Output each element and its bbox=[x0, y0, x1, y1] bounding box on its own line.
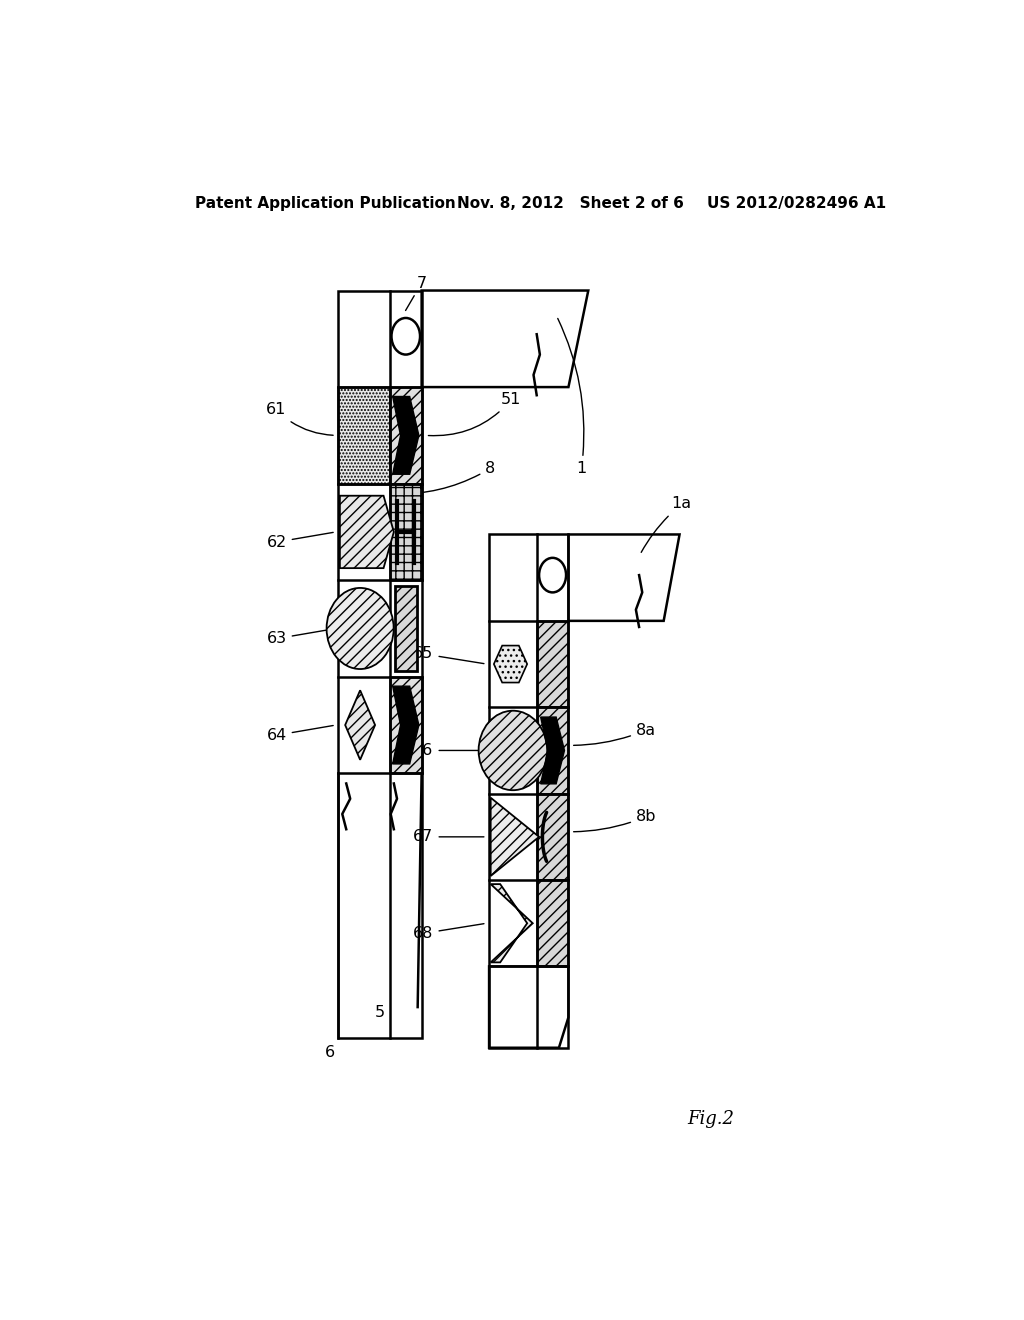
Ellipse shape bbox=[478, 710, 547, 791]
Text: 68: 68 bbox=[413, 924, 484, 941]
Bar bbox=[537, 880, 568, 966]
Text: Patent Application Publication: Patent Application Publication bbox=[196, 195, 457, 211]
Polygon shape bbox=[490, 884, 532, 962]
Text: 62: 62 bbox=[266, 532, 333, 549]
Bar bbox=[338, 387, 390, 483]
Text: 63: 63 bbox=[266, 628, 333, 647]
Text: 1: 1 bbox=[558, 318, 587, 477]
Text: 8b: 8b bbox=[573, 809, 656, 832]
Polygon shape bbox=[392, 396, 419, 474]
Text: 5: 5 bbox=[375, 1005, 385, 1019]
Polygon shape bbox=[541, 717, 564, 784]
Text: 64: 64 bbox=[266, 726, 333, 743]
Bar bbox=[537, 620, 568, 708]
Bar bbox=[537, 793, 568, 880]
Text: 6: 6 bbox=[326, 1045, 336, 1060]
Text: 8: 8 bbox=[395, 461, 496, 494]
Text: 8a: 8a bbox=[573, 722, 656, 746]
Bar bbox=[489, 535, 568, 1048]
Bar bbox=[537, 708, 568, 793]
Text: 51: 51 bbox=[428, 392, 521, 436]
Bar bbox=[390, 387, 422, 483]
Text: 1a: 1a bbox=[641, 496, 692, 552]
Bar bbox=[394, 586, 417, 671]
Text: 61: 61 bbox=[266, 403, 333, 436]
Polygon shape bbox=[340, 496, 394, 568]
Polygon shape bbox=[345, 690, 375, 760]
Text: Fig.2: Fig.2 bbox=[687, 1110, 734, 1127]
Text: US 2012/0282496 A1: US 2012/0282496 A1 bbox=[708, 195, 887, 211]
Text: Nov. 8, 2012   Sheet 2 of 6: Nov. 8, 2012 Sheet 2 of 6 bbox=[458, 195, 684, 211]
Text: 65: 65 bbox=[414, 647, 484, 664]
Bar bbox=[390, 677, 422, 774]
Bar bbox=[390, 483, 422, 581]
Polygon shape bbox=[392, 686, 419, 764]
Text: 7: 7 bbox=[406, 276, 427, 310]
Bar bbox=[338, 290, 422, 1038]
Text: 66: 66 bbox=[414, 743, 484, 758]
Polygon shape bbox=[494, 645, 527, 682]
Text: 67: 67 bbox=[414, 829, 484, 845]
Ellipse shape bbox=[327, 587, 393, 669]
Polygon shape bbox=[490, 797, 539, 876]
